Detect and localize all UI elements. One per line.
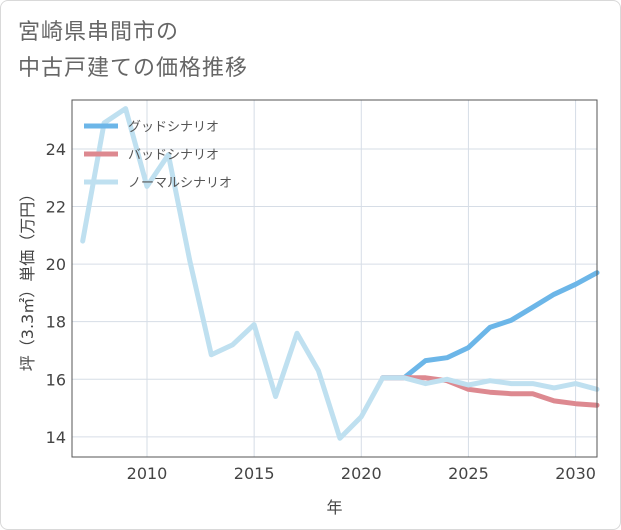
y-tick-label: 18 <box>46 313 66 332</box>
y-tick-label: 24 <box>46 140 66 159</box>
series-line-0 <box>380 270 600 381</box>
x-tick-label: 2015 <box>234 464 275 483</box>
chart-title-line1: 宮崎県串間市の <box>18 20 180 45</box>
series-line-1 <box>380 375 600 408</box>
legend-label: ノーマルシナリオ <box>128 176 232 191</box>
legend-label: グッドシナリオ <box>128 120 219 135</box>
plot-frame <box>71 99 598 458</box>
x-axis-label: 年 <box>326 498 342 517</box>
x-tick-label: 2030 <box>555 464 596 483</box>
y-axis-label: 坪（3.3㎡）単価（万円） <box>18 186 37 371</box>
y-tick-label: 22 <box>46 198 66 217</box>
y-tick-label: 16 <box>46 370 66 389</box>
x-tick-label: 2020 <box>341 464 382 483</box>
series-line-2 <box>80 106 600 441</box>
x-tick-label: 2025 <box>448 464 489 483</box>
series-lines <box>80 106 600 441</box>
legend-label: バッドシナリオ <box>128 148 219 163</box>
chart-title-line2: 中古戸建ての価格推移 <box>18 56 249 81</box>
y-tick-label: 20 <box>46 255 66 274</box>
y-tick-label: 14 <box>46 428 66 447</box>
axis-ticks: 2010 2015 2020 2025 2030 14 16 18 20 22 24 <box>46 140 596 483</box>
x-tick-label: 2010 <box>127 464 168 483</box>
